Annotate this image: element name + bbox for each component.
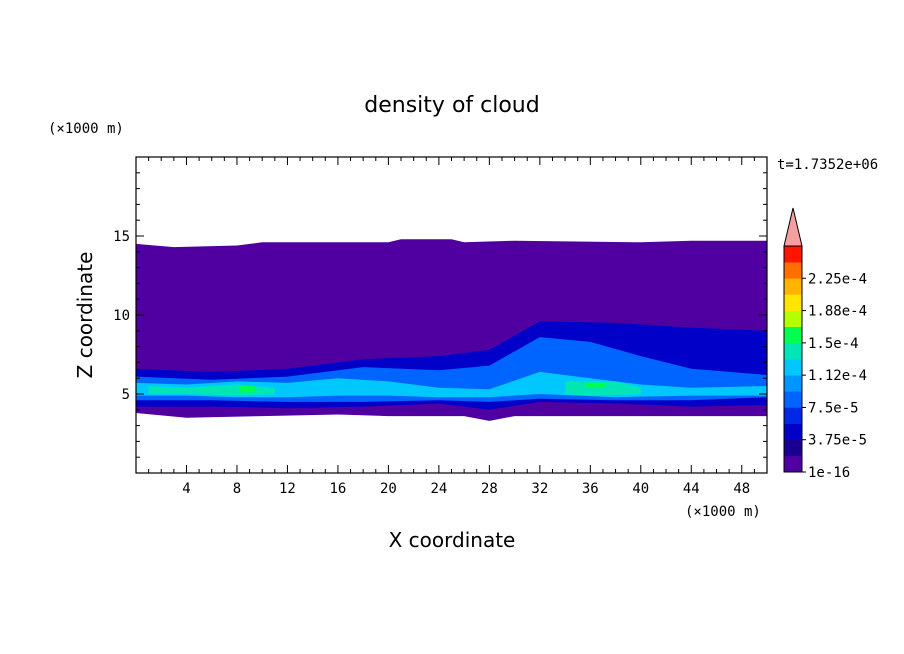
x-axis: 4 8 12 16 20 24 28 32 36 40 44 48 bbox=[148, 157, 755, 497]
y-unit-label: (×1000 m) bbox=[48, 121, 124, 137]
x-axis-title: X coordinate bbox=[389, 528, 516, 552]
colorbar-swatch bbox=[784, 359, 802, 376]
density-field bbox=[136, 239, 767, 421]
x-tick-label: 48 bbox=[733, 481, 750, 497]
y-tick-label: 15 bbox=[113, 229, 130, 245]
x-tick-label: 8 bbox=[233, 481, 241, 497]
colorbar-label: 3.75e-5 bbox=[808, 433, 867, 449]
x-tick-label: 20 bbox=[380, 481, 397, 497]
colorbar: 1e-16 3.75e-5 7.5e-5 1.12e-4 1.5e-4 1.88e-4 2.… bbox=[783, 207, 867, 481]
colorbar-label: 1.5e-4 bbox=[808, 336, 859, 352]
colorbar-swatch bbox=[784, 439, 802, 457]
chart-title: density of cloud bbox=[364, 93, 539, 118]
density-band-5 bbox=[239, 386, 255, 393]
x-tick-label: 40 bbox=[632, 481, 649, 497]
colorbar-swatch bbox=[784, 407, 802, 424]
x-tick-label: 36 bbox=[582, 481, 599, 497]
colorbar-swatch bbox=[784, 278, 802, 295]
x-tick-label: 44 bbox=[683, 481, 700, 497]
density-band-6 bbox=[585, 382, 606, 388]
colorbar-overflow-arrow bbox=[783, 207, 803, 247]
time-label: t=1.7352e+06 bbox=[777, 157, 878, 173]
density-band-4 bbox=[565, 381, 641, 396]
colorbar-label: 1.88e-4 bbox=[808, 304, 867, 320]
y-tick-label: 5 bbox=[122, 387, 130, 403]
x-tick-label: 4 bbox=[182, 481, 190, 497]
colorbar-swatch bbox=[784, 342, 802, 360]
y-tick-label: 10 bbox=[113, 308, 130, 324]
colorbar-swatch bbox=[784, 391, 802, 408]
colorbar-label: 2.25e-4 bbox=[808, 271, 867, 287]
colorbar-label: 7.5e-5 bbox=[808, 400, 859, 416]
x-tick-label: 24 bbox=[430, 481, 447, 497]
colorbar-swatch bbox=[784, 294, 802, 311]
colorbar-swatch bbox=[784, 310, 802, 328]
y-axis-title: Z coordinate bbox=[73, 252, 97, 379]
colorbar-frame bbox=[783, 245, 803, 473]
x-tick-label: 16 bbox=[329, 481, 346, 497]
colorbar-swatch bbox=[784, 375, 802, 392]
colorbar-swatch bbox=[784, 262, 802, 279]
x-unit-label: (×1000 m) bbox=[685, 504, 761, 520]
colorbar-swatch bbox=[784, 326, 802, 344]
colorbar-label: 1.12e-4 bbox=[808, 368, 867, 384]
colorbar-swatch bbox=[784, 246, 802, 263]
y-axis: 5 10 15 bbox=[113, 172, 767, 458]
colorbar-swatch bbox=[784, 455, 802, 473]
x-tick-label: 32 bbox=[531, 481, 548, 497]
colorbar-swatch bbox=[784, 423, 802, 441]
x-tick-label: 28 bbox=[481, 481, 498, 497]
x-tick-label: 12 bbox=[279, 481, 296, 497]
colorbar-label: 1e-16 bbox=[808, 465, 850, 481]
